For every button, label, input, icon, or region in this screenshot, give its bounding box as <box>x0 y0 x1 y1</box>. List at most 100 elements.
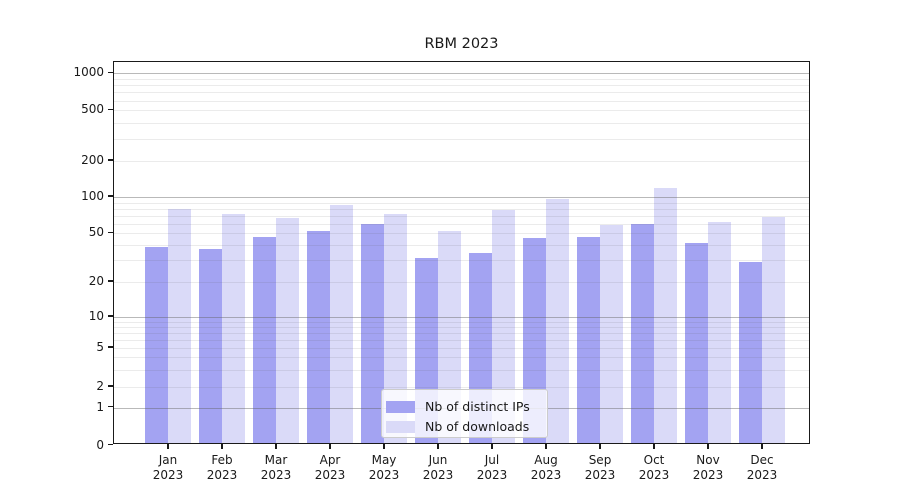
x-tick-aug <box>545 444 547 449</box>
gridline-minor <box>114 332 809 334</box>
x-tick-label-nov: Nov 2023 <box>681 453 735 483</box>
y-tick-1000 <box>108 71 113 74</box>
gridline-major <box>114 73 809 75</box>
bar-downloads-nov <box>708 221 731 443</box>
x-tick-year: 2023 <box>422 468 454 482</box>
gridline-minor <box>114 326 809 328</box>
gridline-minor <box>114 78 809 80</box>
gridline-minor <box>114 208 809 210</box>
legend: Nb of distinct IPs Nb of downloads <box>381 389 548 438</box>
x-tick-jan <box>167 444 169 449</box>
gridline-minor <box>114 138 809 140</box>
x-tick-year: 2023 <box>206 468 238 482</box>
x-tick-label-apr: Apr 2023 <box>303 453 357 483</box>
gridline-minor <box>114 387 809 388</box>
bar-distinct-ips-mar <box>253 236 276 443</box>
x-tick-sep <box>599 444 601 449</box>
x-tick-year: 2023 <box>530 468 562 482</box>
y-tick-label-500: 500 <box>81 102 104 117</box>
y-tick-5 <box>108 346 113 348</box>
legend-label-downloads: Nb of downloads <box>425 419 530 434</box>
x-tick-month: Sep <box>588 453 612 467</box>
bar-distinct-ips-dec <box>739 262 762 443</box>
x-tick-year: 2023 <box>368 468 400 482</box>
x-tick-month: May <box>371 453 397 467</box>
gridline-minor <box>114 100 809 102</box>
gridline-minor <box>114 348 809 349</box>
gridline-minor <box>114 110 809 112</box>
y-tick-1 <box>108 405 113 408</box>
bar-distinct-ips-sep <box>577 236 600 443</box>
gridline-minor <box>114 369 809 371</box>
gridline-minor <box>114 260 809 262</box>
y-tick-label-50: 50 <box>88 225 104 240</box>
x-tick-nov <box>707 444 709 449</box>
y-tick-label-1: 1 <box>96 399 104 414</box>
y-tick-label-200: 200 <box>81 153 104 167</box>
plot-area: Nb of distinct IPs Nb of downloads <box>113 61 810 444</box>
gridline-minor <box>114 357 809 359</box>
bar-downloads-jul <box>492 210 515 443</box>
y-tick-label-20: 20 <box>88 274 104 288</box>
x-tick-year: 2023 <box>638 468 670 482</box>
y-tick-label-5: 5 <box>96 340 104 354</box>
legend-item-distinct-ips: Nb of distinct IPs <box>386 398 547 415</box>
bar-distinct-ips-jan <box>145 247 168 443</box>
x-tick-jun <box>437 444 439 449</box>
y-tick-label-10: 10 <box>88 309 104 323</box>
x-tick-label-may: May 2023 <box>357 453 411 483</box>
x-tick-year: 2023 <box>692 468 724 482</box>
y-tick-label-0: 0 <box>96 437 104 452</box>
x-tick-year: 2023 <box>746 468 778 482</box>
x-tick-label-sep: Sep 2023 <box>573 453 627 483</box>
x-tick-month: Apr <box>319 453 341 467</box>
x-tick-year: 2023 <box>260 468 292 482</box>
x-tick-year: 2023 <box>476 468 508 482</box>
x-tick-year: 2023 <box>584 468 616 482</box>
gridline-minor <box>114 161 809 162</box>
gridline-minor <box>114 202 809 204</box>
x-tick-label-feb: Feb 2023 <box>195 453 249 483</box>
x-tick-month: Jan <box>158 453 178 467</box>
gridline-minor <box>114 122 809 124</box>
y-tick-50 <box>108 231 113 234</box>
x-tick-mar <box>275 444 277 449</box>
x-tick-feb <box>221 444 223 449</box>
bar-distinct-ips-nov <box>685 243 708 443</box>
bar-distinct-ips-apr <box>307 231 330 443</box>
x-tick-label-aug: Aug 2023 <box>519 453 573 483</box>
x-tick-label-mar: Mar 2023 <box>249 453 303 483</box>
y-tick-500 <box>108 108 113 111</box>
y-tick-0 <box>108 443 113 446</box>
x-tick-label-oct: Oct 2023 <box>627 453 681 483</box>
chart-title: RBM 2023 <box>424 36 499 52</box>
x-tick-dec <box>761 444 763 449</box>
bar-downloads-may <box>384 213 407 443</box>
bar-downloads-sep <box>600 225 623 443</box>
y-tick-100 <box>108 195 113 197</box>
x-tick-jul <box>491 444 493 449</box>
y-tick-label-2: 2 <box>96 379 104 393</box>
x-tick-month: Jul <box>484 453 500 467</box>
y-tick-2 <box>108 385 113 387</box>
x-tick-month: Oct <box>643 453 665 467</box>
x-tick-month: Jun <box>428 453 448 467</box>
gridline-minor <box>114 85 809 87</box>
x-tick-apr <box>329 444 331 449</box>
legend-swatch-distinct-ips <box>386 400 415 413</box>
bar-downloads-oct <box>654 188 677 443</box>
legend-label-distinct-ips: Nb of distinct IPs <box>425 399 530 414</box>
bar-downloads-dec <box>762 216 785 443</box>
gridline-minor <box>114 245 809 247</box>
legend-item-downloads: Nb of downloads <box>386 418 547 435</box>
bar-downloads-jan <box>168 208 191 443</box>
gridline-major <box>114 317 809 318</box>
x-tick-label-jul: Jul 2023 <box>465 453 519 483</box>
gridline-minor <box>114 223 809 225</box>
x-tick-month: Feb <box>211 453 233 467</box>
y-tick-10 <box>108 315 113 317</box>
bar-downloads-mar <box>276 217 299 443</box>
x-tick-label-jan: Jan 2023 <box>141 453 195 483</box>
x-tick-month: Nov <box>696 453 720 467</box>
